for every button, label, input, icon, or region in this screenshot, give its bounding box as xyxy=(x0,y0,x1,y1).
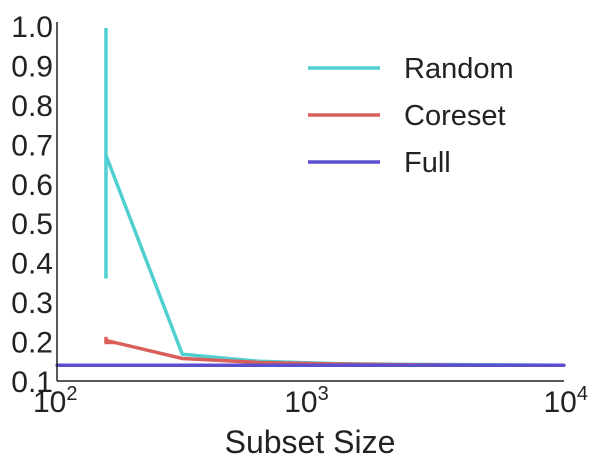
tick-labels: 0.1 0.2 0.3 0.4 0.5 0.6 0.7 0.8 0.9 1.0 102 103 104 xyxy=(11,11,588,419)
y-tick-label: 0.4 xyxy=(11,248,53,281)
y-tick-label: 0.7 xyxy=(11,129,53,162)
data-point-random xyxy=(104,153,108,157)
data-point-full xyxy=(562,363,566,367)
y-tick-label: 1.0 xyxy=(11,11,53,44)
legend-label-random: Random xyxy=(404,53,514,85)
series-line-random xyxy=(104,154,565,367)
y-tick-label: 0.6 xyxy=(11,169,53,202)
data-point-coreset xyxy=(257,360,261,365)
axes xyxy=(56,22,564,382)
legend-label-coreset: Coreset xyxy=(404,100,506,132)
y-tick-label: 0.2 xyxy=(11,327,53,360)
x-tick-label: 104 xyxy=(544,383,589,419)
y-tick-label: 0.9 xyxy=(11,50,53,83)
legend: Random Coreset Full xyxy=(308,53,514,179)
y-tick-label: 0.3 xyxy=(11,287,53,320)
y-tick-label: 0.5 xyxy=(11,208,53,241)
x-tick-label: 102 xyxy=(33,383,78,419)
y-tick-label: 0.8 xyxy=(11,90,53,123)
x-axis-title: Subset Size xyxy=(225,424,396,460)
legend-label-full: Full xyxy=(404,147,451,179)
plot-area xyxy=(55,27,566,367)
data-point-coreset xyxy=(180,356,184,361)
y-tick-label: 0.1 xyxy=(11,366,53,399)
data-point-coreset xyxy=(104,338,108,342)
series-line-coreset xyxy=(105,338,564,367)
x-tick-label: 103 xyxy=(284,383,329,419)
data-point-random xyxy=(180,352,184,356)
